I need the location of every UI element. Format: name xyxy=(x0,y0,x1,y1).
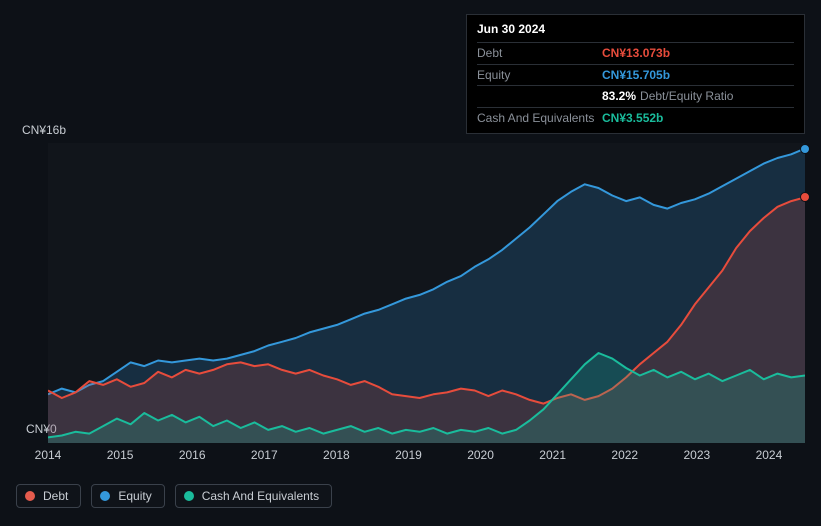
cash-swatch-icon xyxy=(184,491,194,501)
legend-item-cash[interactable]: Cash And Equivalents xyxy=(175,484,332,508)
debt-equity-chart[interactable] xyxy=(48,143,805,443)
tooltip-value-debt: CN¥13.073b xyxy=(602,45,670,62)
tooltip-ratio-value: 83.2% xyxy=(602,89,636,103)
x-tick-2016: 2016 xyxy=(179,448,206,462)
tooltip-label-empty xyxy=(477,88,602,105)
debt-swatch-icon xyxy=(25,491,35,501)
x-tick-2014: 2014 xyxy=(35,448,62,462)
x-tick-2019: 2019 xyxy=(395,448,422,462)
debt-end-marker xyxy=(800,192,810,202)
tooltip-row-cash: Cash And Equivalents CN¥3.552b xyxy=(477,107,794,129)
legend-label: Debt xyxy=(43,489,68,503)
legend-item-debt[interactable]: Debt xyxy=(16,484,81,508)
hover-tooltip: Jun 30 2024 Debt CN¥13.073b Equity CN¥15… xyxy=(466,14,805,134)
equity-end-marker xyxy=(800,144,810,154)
x-tick-2020: 2020 xyxy=(467,448,494,462)
x-tick-2017: 2017 xyxy=(251,448,278,462)
x-tick-2024: 2024 xyxy=(756,448,783,462)
tooltip-label: Cash And Equivalents xyxy=(477,110,602,127)
x-tick-2022: 2022 xyxy=(611,448,638,462)
chart-legend: Debt Equity Cash And Equivalents xyxy=(16,484,332,508)
legend-item-equity[interactable]: Equity xyxy=(91,484,164,508)
x-tick-2023: 2023 xyxy=(683,448,710,462)
x-tick-2018: 2018 xyxy=(323,448,350,462)
tooltip-value-equity: CN¥15.705b xyxy=(602,67,670,84)
x-axis: 2014201520162017201820192020202120222023… xyxy=(48,448,805,468)
tooltip-ratio-label: Debt/Equity Ratio xyxy=(640,89,733,103)
x-tick-2021: 2021 xyxy=(539,448,566,462)
tooltip-label: Debt xyxy=(477,45,602,62)
tooltip-date: Jun 30 2024 xyxy=(477,21,794,42)
x-tick-2015: 2015 xyxy=(107,448,134,462)
tooltip-row-ratio: 83.2% Debt/Equity Ratio xyxy=(477,85,794,107)
tooltip-value-cash: CN¥3.552b xyxy=(602,110,663,127)
tooltip-row-debt: Debt CN¥13.073b xyxy=(477,42,794,64)
legend-label: Equity xyxy=(118,489,151,503)
y-axis-max-label: CN¥16b xyxy=(22,123,66,137)
tooltip-label: Equity xyxy=(477,67,602,84)
tooltip-row-equity: Equity CN¥15.705b xyxy=(477,64,794,86)
chart-svg xyxy=(48,143,805,443)
equity-swatch-icon xyxy=(100,491,110,501)
legend-label: Cash And Equivalents xyxy=(202,489,319,503)
